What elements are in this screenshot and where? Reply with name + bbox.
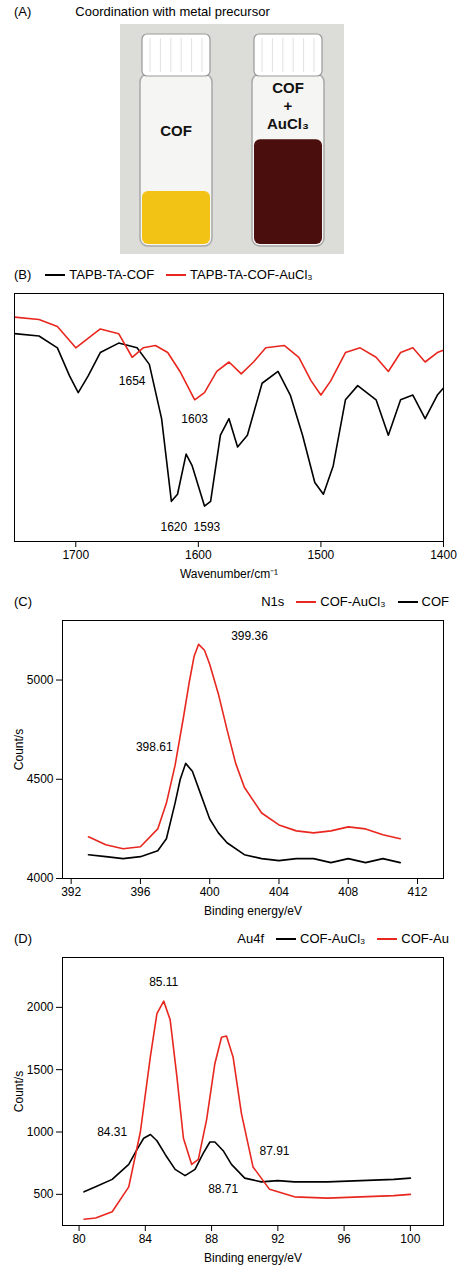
svg-text:Binding energy/eV: Binding energy/eV <box>204 904 302 918</box>
html-text:COF-AuCl₃: COF-AuCl₃ <box>320 593 386 609</box>
html-text:(D): (D) <box>14 930 32 946</box>
html-text:N1s: N1s <box>261 593 285 609</box>
html-text:Coordination with metal precur: Coordination with metal precursor <box>75 3 270 19</box>
svg-text:1700: 1700 <box>62 548 89 562</box>
svg-text:408: 408 <box>338 885 358 899</box>
html-text:TAPB-TA-COF-AuCl₃: TAPB-TA-COF-AuCl₃ <box>190 266 313 282</box>
svg-text:85.11: 85.11 <box>149 975 178 989</box>
svg-text:1654: 1654 <box>119 374 146 388</box>
svg-text:92: 92 <box>271 1232 285 1246</box>
svg-text:1620: 1620 <box>160 520 187 534</box>
html-text:(A): (A) <box>14 3 32 19</box>
svg-text:2000: 2000 <box>27 1000 54 1014</box>
svg-text:COF: COF <box>160 122 192 139</box>
svg-text:Binding energy/eV: Binding energy/eV <box>204 1251 302 1265</box>
svg-text:80: 80 <box>72 1232 86 1246</box>
svg-text:96: 96 <box>337 1232 351 1246</box>
svg-text:84.31: 84.31 <box>97 1125 127 1139</box>
svg-text:396: 396 <box>130 885 150 899</box>
html-text:(B): (B) <box>14 266 32 282</box>
svg-text:399.36: 399.36 <box>231 629 268 643</box>
svg-text:AuCl₃: AuCl₃ <box>267 115 309 132</box>
html-text:COF-AuCl₃: COF-AuCl₃ <box>300 930 366 946</box>
svg-text:Wavenumber/cm⁻¹: Wavenumber/cm⁻¹ <box>180 567 278 581</box>
svg-text:398.61: 398.61 <box>136 740 173 754</box>
html-text:COF: COF <box>421 593 449 609</box>
svg-text:5000: 5000 <box>27 673 54 687</box>
svg-text:400: 400 <box>200 885 220 899</box>
svg-text:1603: 1603 <box>181 412 208 426</box>
svg-text:1593: 1593 <box>194 520 221 534</box>
svg-text:Count/s: Count/s <box>12 1071 26 1112</box>
svg-text:4500: 4500 <box>27 772 54 786</box>
svg-text:COF: COF <box>272 79 304 96</box>
html-text:Au4f: Au4f <box>237 930 265 946</box>
svg-text:87.91: 87.91 <box>260 1144 290 1158</box>
svg-text:404: 404 <box>269 885 289 899</box>
svg-text:1500: 1500 <box>27 1063 54 1077</box>
svg-text:88: 88 <box>205 1232 219 1246</box>
svg-text:500: 500 <box>33 1187 53 1201</box>
svg-text:4000: 4000 <box>27 871 54 885</box>
svg-text:Count/s: Count/s <box>12 729 26 770</box>
svg-text:412: 412 <box>408 885 428 899</box>
svg-text:88.71: 88.71 <box>208 1182 238 1196</box>
svg-text:100: 100 <box>400 1232 420 1246</box>
svg-text:1500: 1500 <box>308 548 335 562</box>
svg-text:+: + <box>284 97 293 114</box>
html-text:TAPB-TA-COF: TAPB-TA-COF <box>69 266 155 282</box>
html-text:COF-Au: COF-Au <box>401 930 449 946</box>
svg-text:1000: 1000 <box>27 1125 54 1139</box>
svg-text:84: 84 <box>139 1232 153 1246</box>
html-text:(C): (C) <box>14 593 32 609</box>
svg-text:392: 392 <box>61 885 81 899</box>
svg-text:1400: 1400 <box>430 548 457 562</box>
svg-text:1600: 1600 <box>185 548 212 562</box>
